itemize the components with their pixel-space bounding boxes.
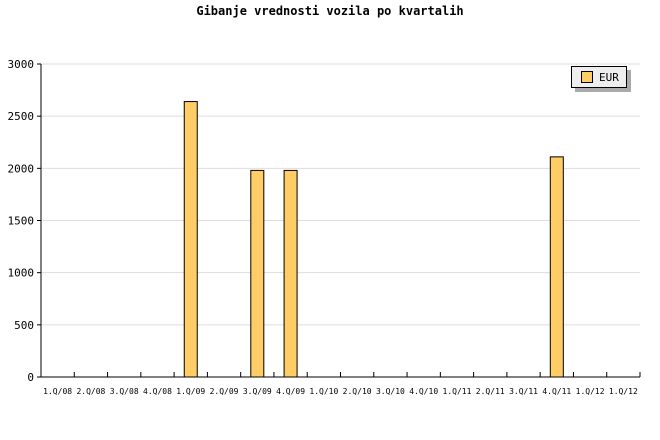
legend-label: EUR — [599, 70, 619, 84]
y-tick-label: 1000 — [8, 267, 35, 280]
y-tick-label: 0 — [27, 371, 34, 384]
x-tick-label: 2.Q/10 — [343, 387, 372, 396]
bar — [250, 169, 265, 378]
x-tick-label: 2.Q/11 — [476, 387, 505, 396]
x-tick-label: 4.Q/08 — [143, 387, 172, 396]
x-tick-label: 4.Q/09 — [276, 387, 305, 396]
x-tick-label: 2.Q/09 — [210, 387, 239, 396]
bar — [183, 101, 198, 378]
bar — [283, 169, 298, 378]
x-tick-label: 3.Q/11 — [509, 387, 538, 396]
x-tick-label: 3.Q/08 — [110, 387, 139, 396]
y-tick-label: 2000 — [8, 162, 35, 175]
y-tick-label: 3000 — [8, 58, 35, 71]
legend-swatch — [581, 71, 593, 83]
x-tick-label: 2.Q/08 — [76, 387, 105, 396]
x-tick-label: 1.Q/08 — [43, 387, 72, 396]
legend: EUR — [571, 66, 627, 88]
y-tick-label: 500 — [14, 319, 34, 332]
x-tick-label: 1.Q/12 — [609, 387, 638, 396]
x-tick-label: 1.Q/10 — [309, 387, 338, 396]
x-tick-label: 1.Q/12 — [576, 387, 605, 396]
x-tick-label: 1.Q/11 — [443, 387, 472, 396]
x-tick-label: 4.Q/11 — [542, 387, 571, 396]
x-tick-label: 3.Q/09 — [243, 387, 272, 396]
y-tick-label: 2500 — [8, 110, 35, 123]
bar — [549, 156, 564, 378]
chart-title: Gibanje vrednosti vozila po kvartalih — [196, 4, 464, 18]
x-tick-label: 1.Q/09 — [176, 387, 205, 396]
x-tick-label: 4.Q/10 — [409, 387, 438, 396]
x-tick-label: 3.Q/10 — [376, 387, 405, 396]
y-tick-label: 1500 — [8, 215, 35, 228]
